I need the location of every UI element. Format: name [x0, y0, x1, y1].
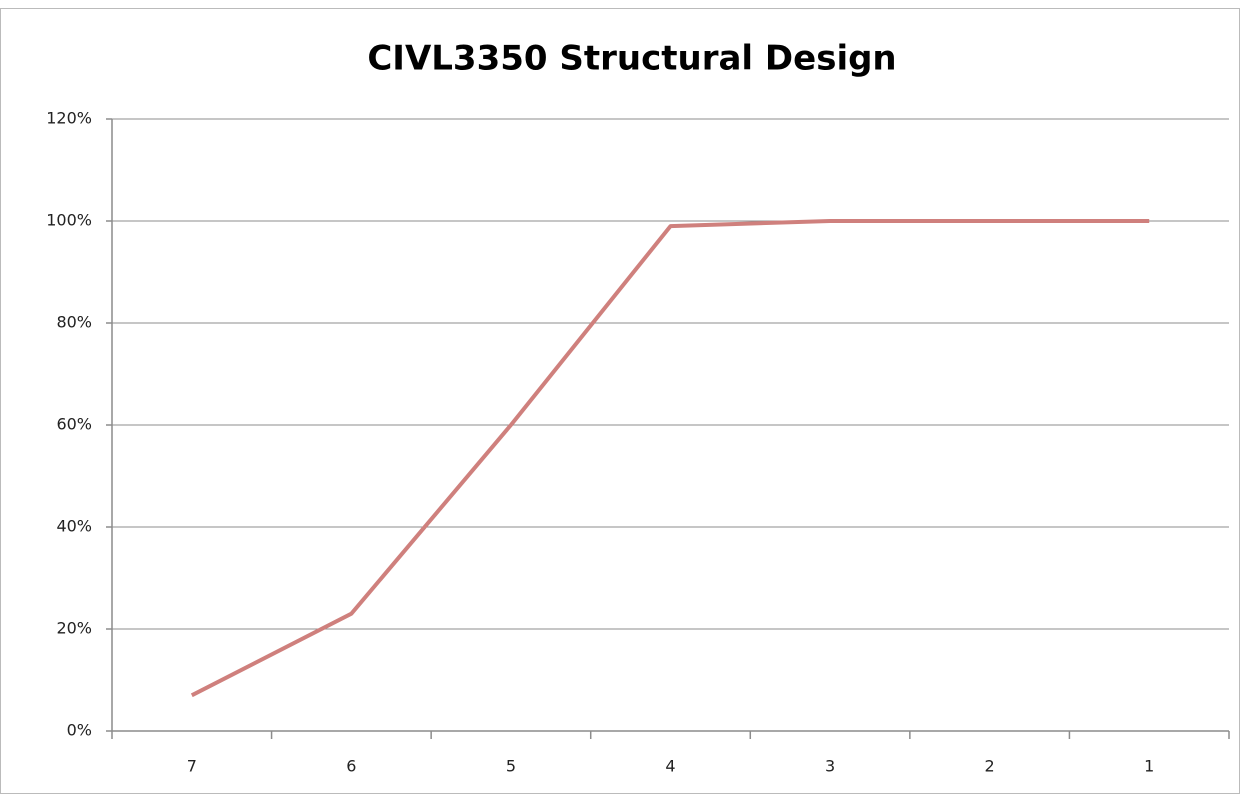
chart-title: CIVL3350 Structural Design	[367, 39, 896, 79]
data-line	[190, 219, 1150, 698]
x-tick-label: 4	[665, 757, 675, 776]
y-tick-label: 100%	[46, 211, 92, 230]
y-tick-label: 0%	[67, 721, 92, 740]
y-tick-label: 20%	[56, 619, 92, 638]
x-tick-label: 7	[187, 757, 197, 776]
x-tick-label: 5	[506, 757, 516, 776]
y-tick-label: 120%	[46, 109, 92, 128]
x-tick-label: 3	[825, 757, 835, 776]
x-tick-label: 6	[346, 757, 356, 776]
y-tick-label: 40%	[56, 517, 92, 536]
y-tick-label: 80%	[56, 313, 92, 332]
y-tick-label: 60%	[56, 415, 92, 434]
x-tick-label: 2	[985, 757, 995, 776]
x-tick-label: 1	[1144, 757, 1154, 776]
chart-border	[0, 8, 1240, 794]
